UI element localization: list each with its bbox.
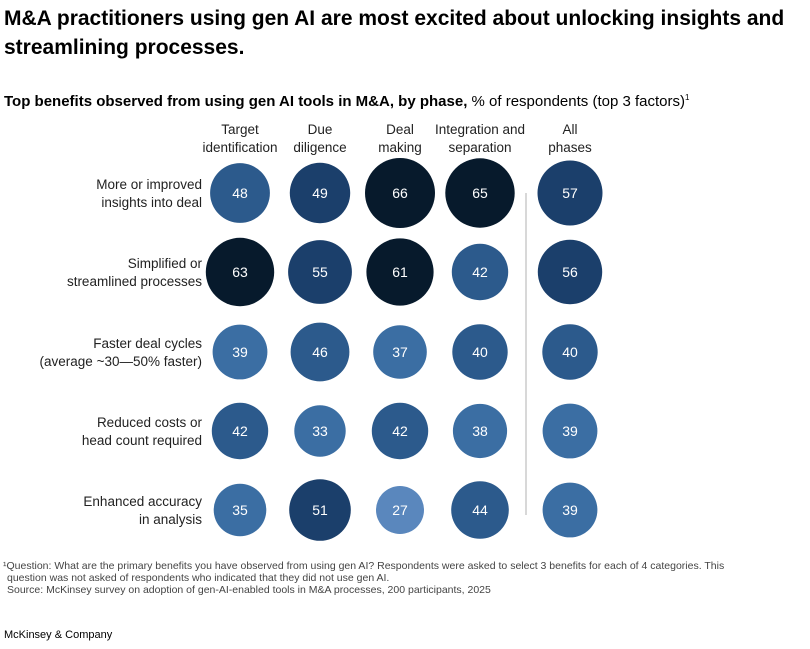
bubble-r2-c3 [452, 324, 508, 380]
row-label-1-line-0: Simplified or [128, 256, 203, 271]
bubble-value-r3-c4: 39 [562, 423, 578, 439]
column-header-0-line-0: Target [221, 122, 259, 137]
bubble-r1-c4 [537, 239, 603, 305]
bubble-r3-c4 [542, 403, 598, 459]
bubble-value-r0-c2: 66 [392, 185, 408, 201]
bubble-r0-c1 [289, 162, 351, 224]
row-label-4-line-1: in analysis [139, 512, 202, 527]
footnote-question-cont: question was not asked of respondents wh… [7, 572, 390, 584]
bubble-value-r3-c0: 42 [232, 423, 248, 439]
bubble-value-r1-c0: 63 [232, 264, 248, 280]
subtitle-footnote-mark: 1 [685, 93, 690, 102]
bubble-r3-c3 [452, 403, 508, 459]
bubble-r1-c1 [288, 240, 352, 304]
column-header-4-line-0: All [562, 122, 577, 137]
bubble-r4-c2 [376, 486, 424, 534]
bubble-value-r2-c3: 40 [472, 344, 488, 360]
bubble-value-r0-c4: 57 [562, 185, 578, 201]
bubble-value-r4-c3: 44 [472, 502, 488, 518]
bubble-r4-c3 [451, 481, 509, 539]
column-header-2-line-1: making [378, 140, 422, 155]
row-label-1-line-1: streamlined processes [67, 274, 202, 289]
column-header-0-line-1: identification [202, 140, 277, 155]
column-header-2-line-0: Deal [386, 122, 414, 137]
bubble-value-r1-c2: 61 [392, 264, 408, 280]
bubble-r4-c0 [213, 483, 267, 537]
bubble-value-r3-c3: 38 [472, 423, 488, 439]
row-label-0-line-1: insights into deal [101, 195, 202, 210]
chart-subtitle: Top benefits observed from using gen AI … [4, 88, 804, 112]
bubble-value-r3-c2: 42 [392, 423, 408, 439]
column-header-4-line-1: phases [548, 140, 592, 155]
bubble-r0-c0 [210, 163, 270, 223]
column-header-1-line-0: Due [308, 122, 333, 137]
bubble-r3-c2 [371, 402, 429, 460]
bubble-r2-c2 [373, 325, 427, 379]
column-header-3-line-0: Integration and [435, 122, 525, 137]
bubble-r1-c2 [366, 238, 434, 306]
bubble-value-r1-c3: 42 [472, 264, 488, 280]
footnotes: ¹Question: What are the primary benefits… [3, 560, 793, 596]
footnote-source: Source: McKinsey survey on adoption of g… [7, 584, 491, 596]
row-label-0-line-0: More or improved [96, 177, 202, 192]
row-label-2-line-0: Faster deal cycles [93, 336, 202, 351]
bubble-value-r3-c1: 33 [312, 423, 328, 439]
footnote-question: ¹Question: What are the primary benefits… [3, 560, 725, 572]
bubble-r2-c4 [542, 324, 598, 380]
bubble-value-r4-c0: 35 [232, 502, 248, 518]
column-header-3-line-1: separation [448, 140, 511, 155]
bubble-r0-c4 [537, 160, 603, 226]
bubble-value-r2-c2: 37 [392, 344, 408, 360]
bubble-chart: Target identification Due diligence Deal maki… [40, 122, 603, 541]
bubble-value-r4-c1: 51 [312, 502, 328, 518]
row-label-4-line-0: Enhanced accuracy [83, 494, 202, 509]
bubble-value-r1-c1: 55 [312, 264, 328, 280]
chart-headline: M&A practitioners using gen AI are most … [4, 7, 785, 59]
bubble-value-r4-c4: 39 [562, 502, 578, 518]
row-label-3-line-0: Reduced costs or [97, 415, 203, 430]
subtitle-bold: Top benefits observed from using gen AI … [4, 93, 468, 110]
bubble-r3-c1 [294, 405, 346, 457]
column-header-1-line-1: diligence [293, 140, 346, 155]
subtitle-normal: % of respondents (top 3 factors) [467, 93, 685, 110]
bubble-r4-c4 [542, 482, 598, 538]
bubble-value-r2-c1: 46 [312, 344, 328, 360]
bubble-value-r1-c4: 56 [562, 264, 578, 280]
brand-name: McKinsey & Company [4, 629, 113, 641]
row-label-2-line-1: (average ~30—50% faster) [40, 354, 202, 369]
bubble-r3-c0 [211, 402, 269, 460]
bubble-value-r0-c0: 48 [232, 185, 248, 201]
bubble-value-r2-c4: 40 [562, 344, 578, 360]
bubble-value-r2-c0: 39 [232, 344, 248, 360]
bubble-value-r4-c2: 27 [392, 502, 408, 518]
bubble-r2-c0 [212, 324, 268, 380]
bubble-r4-c1 [289, 479, 351, 541]
bubble-r0-c3 [445, 158, 515, 228]
bubble-r0-c2 [365, 158, 435, 228]
bubble-r2-c1 [290, 322, 350, 382]
bubble-r1-c3 [451, 243, 509, 301]
bubble-value-r0-c3: 65 [472, 185, 488, 201]
bubble-value-r0-c1: 49 [312, 185, 328, 201]
bubble-r1-c0 [205, 237, 275, 307]
row-label-3-line-1: head count required [82, 433, 202, 448]
